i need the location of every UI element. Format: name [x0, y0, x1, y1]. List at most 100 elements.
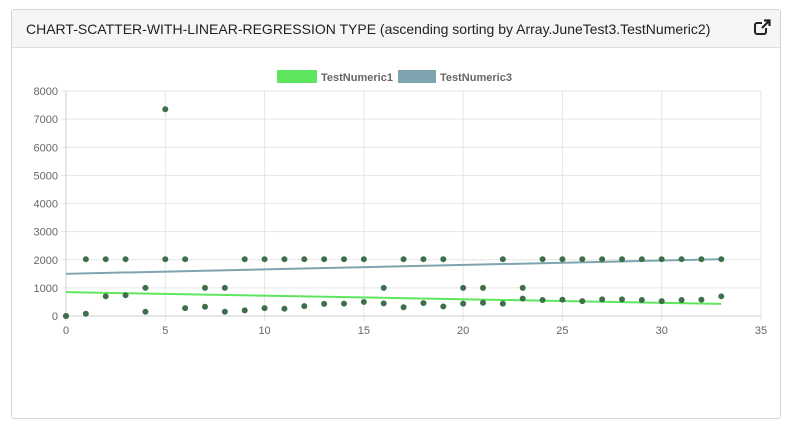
- data-point-testnumeric1: [638, 296, 645, 303]
- data-point-testnumeric3: [400, 256, 407, 263]
- legend[interactable]: TestNumeric1 TestNumeric3: [277, 70, 512, 84]
- data-point-testnumeric3: [281, 256, 288, 263]
- data-point-testnumeric1: [142, 308, 149, 315]
- data-point-testnumeric1: [301, 303, 308, 310]
- data-point-testnumeric3: [202, 284, 208, 291]
- y-tick-label: 3000: [34, 227, 58, 239]
- data-point-testnumeric3: [360, 256, 367, 263]
- data-point-testnumeric3: [182, 256, 189, 263]
- data-point-testnumeric3: [321, 256, 328, 263]
- data-point-testnumeric3: [221, 284, 228, 291]
- scatter-chart: 0 1000 2000 3000 4000 5000 6000 7000 8000 0 5 10 15…: [34, 70, 767, 337]
- legend-label-testnumeric1[interactable]: TestNumeric1: [321, 72, 393, 84]
- data-point-testnumeric1: [221, 308, 228, 315]
- data-point-testnumeric3: [499, 256, 506, 263]
- data-point-testnumeric1: [519, 295, 526, 302]
- data-point-testnumeric1: [82, 310, 89, 317]
- data-point-testnumeric1: [480, 299, 486, 306]
- legend-label-testnumeric3[interactable]: TestNumeric3: [440, 72, 512, 84]
- x-tick-label: 20: [457, 325, 469, 337]
- data-point-testnumeric1: [182, 305, 189, 312]
- data-point-testnumeric1: [162, 106, 169, 113]
- y-axis-ticks: 0 1000 2000 3000 4000 5000 6000 7000 8000: [34, 86, 58, 323]
- regression-lines: [65, 258, 722, 305]
- data-point-testnumeric1: [559, 296, 566, 303]
- external-link-icon[interactable]: [753, 19, 771, 37]
- data-point-testnumeric3: [460, 284, 467, 291]
- y-tick-label: 0: [52, 311, 58, 323]
- x-tick-label: 10: [258, 325, 270, 337]
- x-tick-label: 30: [656, 325, 668, 337]
- legend-swatch-testnumeric3[interactable]: [398, 70, 436, 83]
- data-point-testnumeric3: [579, 256, 586, 263]
- data-point-testnumeric3: [559, 256, 566, 263]
- y-tick-label: 1000: [34, 283, 58, 295]
- x-tick-label: 25: [556, 325, 568, 337]
- data-point-testnumeric1: [241, 307, 248, 314]
- data-point-testnumeric1: [122, 292, 129, 299]
- data-point-testnumeric1: [579, 298, 586, 305]
- data-point-testnumeric3: [142, 284, 149, 291]
- data-point-testnumeric3: [162, 256, 169, 263]
- data-point-testnumeric1: [619, 296, 625, 303]
- chart-area: 0 1000 2000 3000 4000 5000 6000 7000 8000 0 5 10 15…: [12, 48, 780, 418]
- x-axis-ticks: 0 5 10 15 20 25 30 35: [63, 325, 767, 337]
- y-tick-label: 8000: [34, 86, 58, 98]
- x-tick-label: 0: [63, 325, 69, 337]
- y-tick-label: 6000: [34, 142, 58, 154]
- data-point-testnumeric3: [619, 256, 625, 263]
- x-tick-label: 5: [162, 325, 168, 337]
- data-point-testnumeric3: [658, 256, 665, 263]
- data-point-testnumeric1: [658, 298, 665, 305]
- y-tick-label: 4000: [34, 199, 58, 211]
- data-point-testnumeric1: [678, 296, 685, 303]
- data-point-testnumeric1: [698, 296, 705, 303]
- data-point-testnumeric1: [360, 298, 367, 305]
- data-point-testnumeric1: [202, 303, 208, 310]
- data-point-testnumeric3: [440, 256, 447, 263]
- x-tick-label: 15: [358, 325, 370, 337]
- panel-header: CHART-SCATTER-WITH-LINEAR-REGRESSION TYP…: [12, 10, 780, 48]
- data-point-testnumeric3: [599, 256, 606, 263]
- data-point-testnumeric3: [380, 284, 387, 291]
- data-point-testnumeric1: [718, 293, 725, 300]
- regression-line-testnumeric3: [65, 258, 722, 275]
- data-point-testnumeric3: [638, 256, 645, 263]
- data-point-testnumeric3: [122, 256, 129, 263]
- data-point-testnumeric1: [261, 305, 268, 312]
- data-point-testnumeric3: [102, 256, 109, 263]
- grid-lines: [61, 90, 762, 321]
- data-point-testnumeric1: [599, 296, 606, 303]
- data-point-testnumeric3: [261, 256, 268, 263]
- data-point-testnumeric3: [420, 256, 427, 263]
- data-point-testnumeric3: [480, 284, 486, 291]
- chart-panel: CHART-SCATTER-WITH-LINEAR-REGRESSION TYP…: [11, 9, 781, 419]
- data-point-testnumeric1: [460, 300, 467, 307]
- data-point-testnumeric1: [102, 293, 109, 300]
- x-tick-label: 35: [755, 325, 767, 337]
- y-tick-label: 2000: [34, 255, 58, 267]
- data-point-testnumeric3: [341, 256, 347, 263]
- data-point-testnumeric1: [499, 300, 506, 307]
- data-point-testnumeric3: [63, 313, 69, 319]
- data-point-testnumeric3: [718, 256, 725, 263]
- data-point-testnumeric1: [321, 300, 328, 307]
- data-point-testnumeric1: [539, 296, 546, 303]
- data-point-testnumeric3: [519, 284, 526, 291]
- regression-line-testnumeric1: [65, 291, 722, 305]
- chart-title: CHART-SCATTER-WITH-LINEAR-REGRESSION TYP…: [26, 21, 711, 37]
- data-point-testnumeric3: [678, 256, 685, 263]
- legend-swatch-testnumeric1[interactable]: [277, 70, 317, 83]
- data-point-testnumeric3: [698, 256, 705, 263]
- y-tick-label: 7000: [34, 114, 58, 126]
- data-point-testnumeric3: [82, 256, 89, 263]
- data-points: [63, 106, 725, 319]
- data-point-testnumeric1: [440, 303, 447, 310]
- data-point-testnumeric3: [301, 256, 308, 263]
- data-point-testnumeric1: [420, 300, 427, 307]
- data-point-testnumeric3: [241, 256, 248, 263]
- y-tick-label: 5000: [34, 170, 58, 182]
- data-point-testnumeric1: [400, 304, 407, 311]
- data-point-testnumeric1: [380, 300, 387, 307]
- data-point-testnumeric1: [341, 300, 347, 307]
